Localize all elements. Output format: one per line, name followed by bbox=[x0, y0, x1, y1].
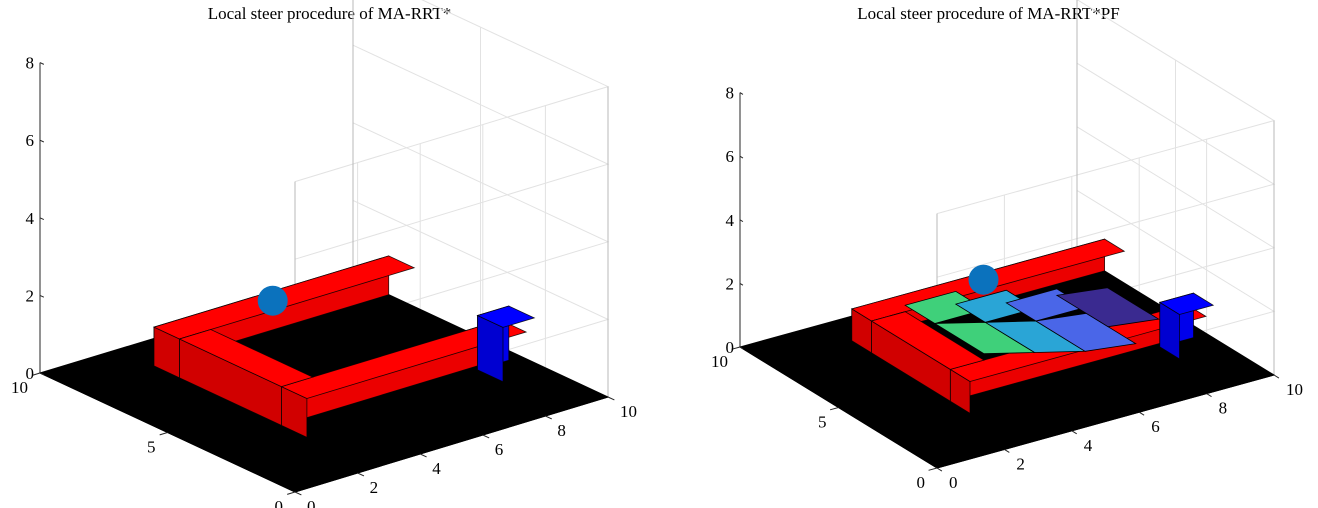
x-tick-label: 4 bbox=[432, 459, 441, 478]
obstacle-box bbox=[870, 311, 985, 402]
x-tick-label: 0 bbox=[307, 497, 316, 508]
z-tick-label: 0 bbox=[726, 338, 735, 357]
z-tick-label: 8 bbox=[26, 54, 35, 73]
agent-sphere bbox=[257, 285, 288, 316]
z-tick-label: 0 bbox=[26, 364, 35, 383]
goal-box-face bbox=[1158, 292, 1215, 315]
x-tick bbox=[294, 491, 302, 496]
agent-sphere bbox=[968, 264, 999, 295]
y-tick-label: 10 bbox=[11, 378, 28, 397]
x-tick bbox=[1071, 430, 1077, 435]
x-tick-label: 10 bbox=[1286, 380, 1303, 399]
field-cell bbox=[954, 289, 1037, 323]
y-tick-label: 0 bbox=[275, 497, 284, 508]
x-tick bbox=[607, 396, 615, 401]
chart-title: Local steer procedure of MA-RRT* bbox=[207, 4, 452, 23]
y-tick bbox=[32, 372, 41, 376]
z-tick-label: 2 bbox=[726, 274, 735, 293]
obstacle-box-face bbox=[178, 329, 314, 388]
y-tick-label: 5 bbox=[818, 413, 827, 432]
z-tick bbox=[39, 294, 45, 298]
x-tick bbox=[1273, 374, 1280, 379]
x-tick-label: 2 bbox=[370, 478, 379, 497]
chart-panel-left: Local steer procedure of MA-RRT* 0 2 4 6 8 10… bbox=[11, 0, 637, 508]
x-tick-label: 2 bbox=[1016, 454, 1025, 473]
z-tick bbox=[739, 282, 744, 286]
z-tick bbox=[39, 139, 45, 143]
x-tick-label: 6 bbox=[495, 440, 504, 459]
z-tick bbox=[39, 217, 45, 221]
x-tick bbox=[357, 472, 365, 477]
z-tick bbox=[39, 372, 45, 376]
y-tick-label: 0 bbox=[917, 473, 926, 492]
y-tick bbox=[829, 407, 839, 411]
x-tick-label: 0 bbox=[949, 473, 958, 492]
x-tick bbox=[1206, 393, 1212, 398]
y-tick-label: 10 bbox=[711, 352, 728, 371]
field-cell bbox=[1055, 287, 1160, 328]
chart-panel-right: Local steer procedure of MA-RRT*PF 0 2 4 6 8… bbox=[659, 0, 1318, 508]
x-tick-label: 6 bbox=[1151, 417, 1160, 436]
z-tick-label: 2 bbox=[26, 286, 35, 305]
z-tick bbox=[739, 155, 744, 159]
x-tick-label: 8 bbox=[557, 421, 566, 440]
x-tick-label: 10 bbox=[620, 402, 637, 421]
x-tick-label: 4 bbox=[1084, 436, 1093, 455]
scene-layer bbox=[738, 238, 1276, 469]
field-cell bbox=[904, 290, 987, 324]
x-tick-label: 8 bbox=[1219, 399, 1228, 418]
obstacle-box bbox=[178, 328, 314, 427]
goal-box bbox=[1158, 292, 1215, 360]
goal-box-face bbox=[476, 305, 536, 328]
z-tick-label: 4 bbox=[726, 211, 735, 230]
z-tick-label: 6 bbox=[26, 131, 35, 150]
x-tick bbox=[1138, 411, 1145, 416]
x-tick bbox=[482, 434, 490, 439]
z-tick-label: 4 bbox=[26, 209, 35, 228]
chart-title: Local steer procedure of MA-RRT*PF bbox=[857, 4, 1120, 23]
x-tick bbox=[1004, 448, 1010, 453]
y-tick bbox=[287, 491, 296, 495]
z-tick bbox=[39, 62, 45, 65]
grid-line bbox=[294, 44, 610, 260]
scene-layer bbox=[38, 255, 610, 493]
goal-box bbox=[476, 305, 536, 383]
z-tick-label: 6 bbox=[726, 147, 735, 166]
z-tick bbox=[739, 346, 744, 350]
x-tick bbox=[419, 453, 427, 458]
y-tick-label: 5 bbox=[147, 438, 156, 457]
x-tick bbox=[936, 467, 943, 472]
z-tick bbox=[739, 219, 744, 223]
y-tick bbox=[928, 467, 938, 471]
grid-line bbox=[936, 0, 1276, 215]
z-tick bbox=[739, 92, 744, 95]
x-tick bbox=[545, 415, 552, 420]
z-tick-label: 8 bbox=[726, 84, 735, 103]
y-tick bbox=[159, 432, 168, 436]
obstacle-box-face bbox=[870, 311, 985, 370]
y-tick bbox=[731, 346, 741, 350]
